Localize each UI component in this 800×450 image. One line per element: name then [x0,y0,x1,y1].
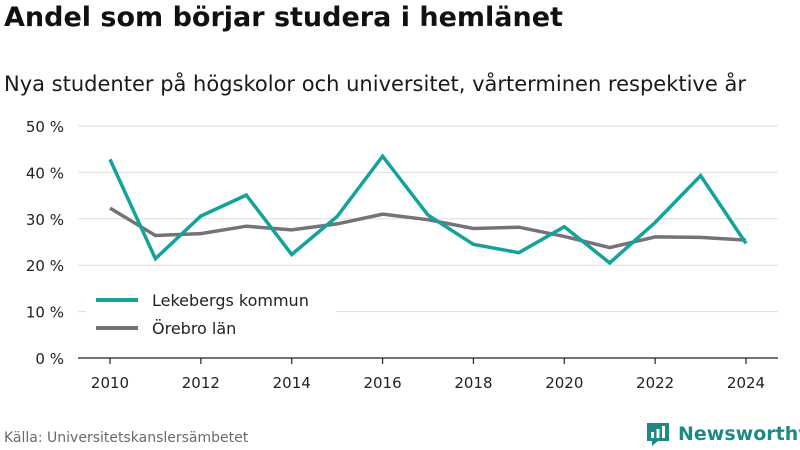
axes: 0 % 10 % 20 % 30 % 40 % 50 % 2010 2012 2014 2016 2… [26,118,778,392]
y-tick-label: 30 % [26,211,64,229]
y-tick-label: 50 % [26,118,64,136]
newsworthy-icon [647,423,669,446]
x-tick-label: 2020 [545,374,583,392]
chart-title: Andel som börjar studera i hemlänet [4,2,563,33]
legend-label: Lekebergs kommun [152,291,309,310]
chart-subtitle: Nya studenter på högskolor och universit… [4,72,746,96]
x-tick-label: 2022 [636,374,674,392]
brand-logo: Newsworthy [644,420,800,448]
x-tick-label: 2012 [182,374,220,392]
source-note: Källa: Universitetskanslersämbetet [4,430,249,446]
y-tick-label: 40 % [26,164,64,182]
legend: Lekebergs kommun Örebro län [86,282,336,344]
series-line-orebro-lan [109,206,747,250]
y-tick-label: 0 % [35,350,64,368]
legend-background [86,282,336,344]
series-lines [108,153,748,266]
x-tick-label: 2010 [91,374,129,392]
x-tick-label: 2024 [727,374,765,392]
y-tick-label: 20 % [26,257,64,275]
legend-item-orebro-lan: Örebro län [96,319,236,338]
x-tick-label: 2016 [363,374,401,392]
legend-item-lekebergs-kommun: Lekebergs kommun [96,291,309,310]
brand-name: Newsworthy [678,423,800,445]
legend-label: Örebro län [152,319,236,338]
y-tick-label: 10 % [26,304,64,322]
series-line-lekebergs-kommun [108,153,748,266]
x-tick-label: 2018 [454,374,492,392]
x-tick-label: 2014 [273,374,311,392]
